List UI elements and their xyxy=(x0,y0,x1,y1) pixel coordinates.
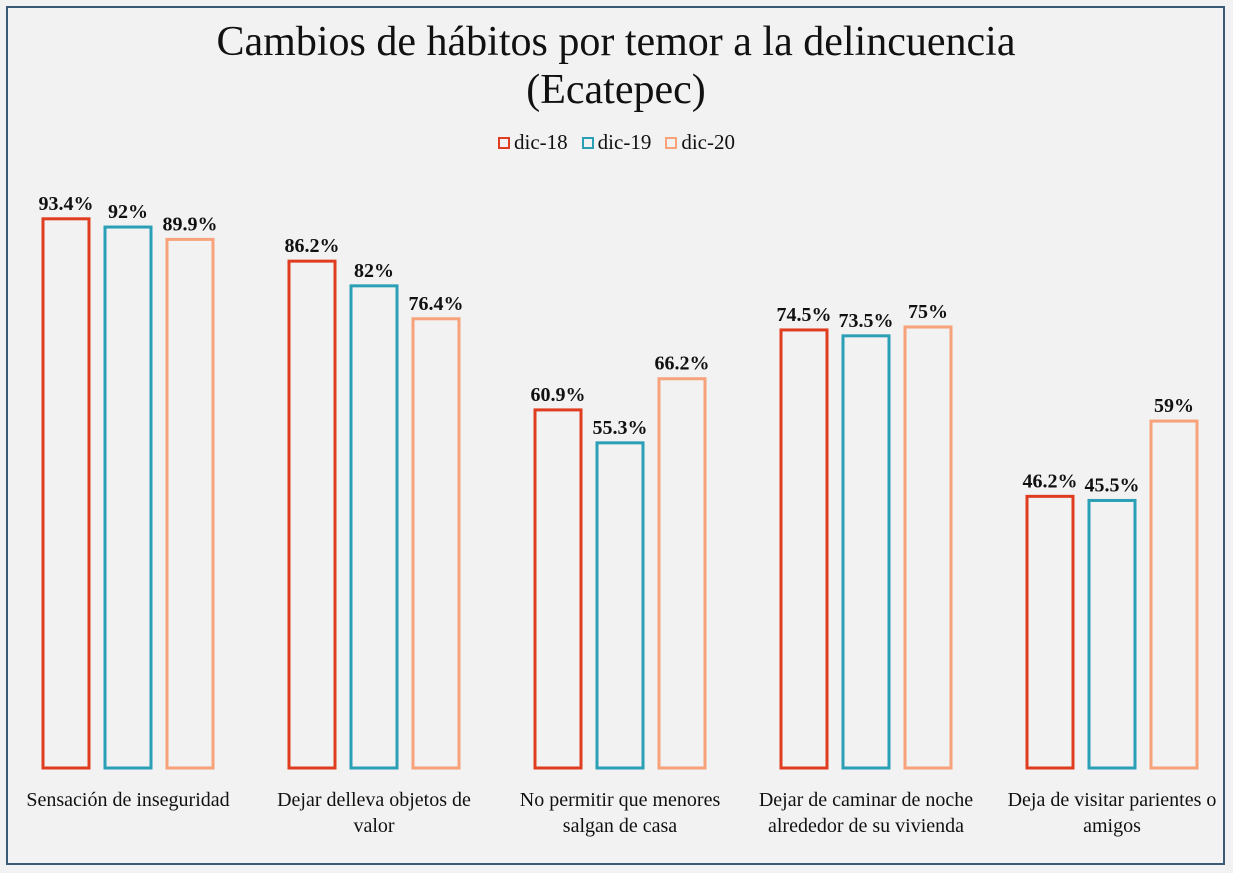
bar xyxy=(1087,498,1137,770)
data-label: 46.2% xyxy=(1023,470,1078,492)
legend-swatch xyxy=(665,136,678,149)
bar xyxy=(1025,494,1075,770)
legend-item: dic-18 xyxy=(498,130,568,155)
legend-item: dic-20 xyxy=(665,130,735,155)
bar xyxy=(657,377,707,770)
chart-frame xyxy=(6,6,1225,865)
data-label: 45.5% xyxy=(1085,474,1140,496)
legend-swatch xyxy=(498,136,511,149)
x-tick-label: Dejar delleva objetos de valor xyxy=(277,789,471,837)
chart-title: Cambios de hábitos por temor a la delinc… xyxy=(216,19,1016,113)
data-label: 92% xyxy=(108,201,148,223)
data-label: 89.9% xyxy=(163,213,218,235)
legend-label: dic-18 xyxy=(514,130,568,154)
x-tick-label: Dejar de caminar de noche alrededor de s… xyxy=(758,789,974,837)
x-tick-label: Sensación de inseguridad xyxy=(26,789,230,811)
legend: dic-18 dic-19 dic-20 xyxy=(0,130,1233,155)
legend-item: dic-19 xyxy=(581,130,652,155)
bar xyxy=(533,408,583,770)
data-label: 75% xyxy=(908,301,948,323)
data-label: 93.4% xyxy=(39,193,94,215)
legend-label: dic-20 xyxy=(681,130,735,154)
bar xyxy=(841,334,891,770)
bar xyxy=(779,328,829,770)
x-tick-label: No permitir que menores salgan de casa xyxy=(519,789,721,837)
data-label: 59% xyxy=(1154,395,1194,417)
data-label: 74.5% xyxy=(777,304,832,326)
data-label: 82% xyxy=(354,260,394,282)
bar xyxy=(349,284,399,770)
legend-swatch xyxy=(581,136,594,149)
bar xyxy=(595,441,645,770)
bar xyxy=(41,217,91,770)
bar xyxy=(103,225,153,770)
data-label: 86.2% xyxy=(285,235,340,257)
bar xyxy=(903,325,953,770)
bar xyxy=(165,237,215,770)
bar xyxy=(287,259,337,770)
data-label: 76.4% xyxy=(409,293,464,315)
data-label: 73.5% xyxy=(839,310,894,332)
data-label: 60.9% xyxy=(531,384,586,406)
data-label: 55.3% xyxy=(593,417,648,439)
x-tick-label: Deja de visitar parientes o amigos xyxy=(1007,789,1217,837)
legend-label: dic-19 xyxy=(597,130,652,154)
data-label: 66.2% xyxy=(655,353,710,375)
bar xyxy=(1149,419,1199,770)
bar xyxy=(411,317,461,770)
